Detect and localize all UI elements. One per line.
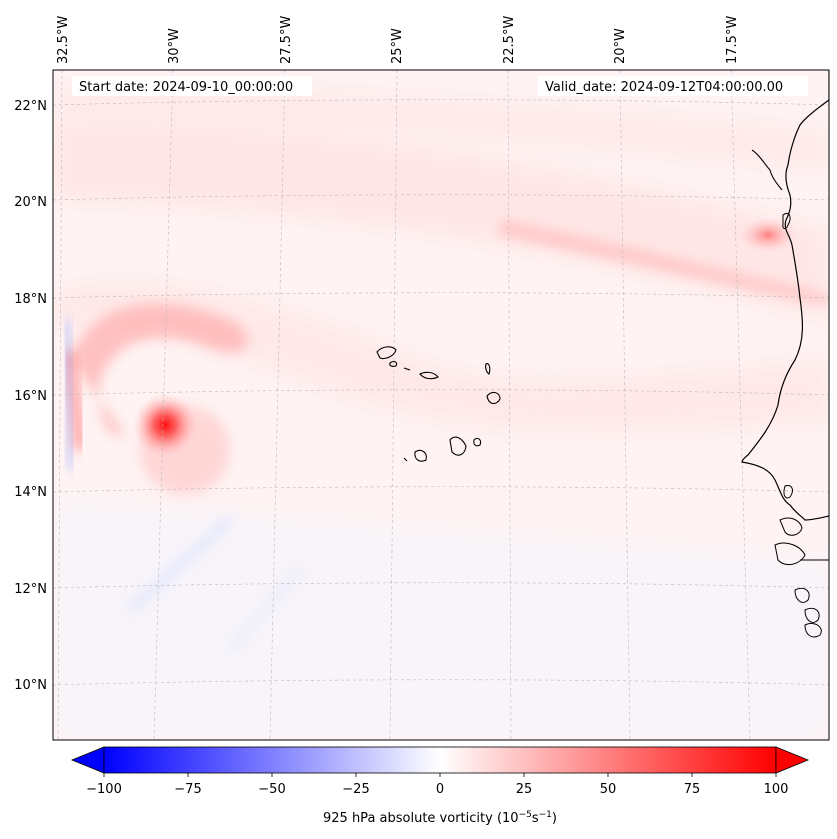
colorbar-tick-labels: −100 −75 −50 −25 0 25 50 75 100: [86, 782, 788, 797]
lat-label-20n: 20°N: [14, 195, 47, 210]
colorbar-gradient: [103, 746, 777, 774]
colorbar: −100 −75 −50 −25 0 25 50 75 100 925 hPa …: [70, 746, 810, 826]
colorbar-max-extend: [775, 746, 810, 774]
cb-tick-label: −75: [174, 782, 201, 797]
latitude-labels: 22°N 20°N 18°N 16°N 14°N 12°N 10°N: [14, 99, 47, 693]
colorbar-label: 925 hPa absolute vorticity (10−5s−1): [323, 810, 557, 826]
lon-label-17-5w: 17.5°W: [725, 16, 740, 64]
cb-tick-label: 50: [600, 782, 617, 797]
map-panel: [52, 69, 830, 741]
cb-tick-label: 100: [764, 782, 789, 797]
lon-label-22-5w: 22.5°W: [502, 16, 517, 64]
map-frame: [52, 69, 830, 741]
cb-tick-label: −25: [342, 782, 369, 797]
lon-label-25w: 25°W: [390, 28, 405, 64]
lat-label-18n: 18°N: [14, 292, 47, 307]
cb-tick-label: −100: [86, 782, 122, 797]
cb-tick-label: −50: [258, 782, 285, 797]
start-date-box: [72, 76, 312, 96]
lat-label-12n: 12°N: [14, 582, 47, 597]
cb-tick-label: 25: [516, 782, 533, 797]
graticule: [53, 70, 829, 740]
lat-label-10n: 10°N: [14, 678, 47, 693]
header-boxes: Start date: 2024-09-10_00:00:00 Valid_da…: [72, 76, 808, 96]
colorbar-min-extend: [70, 746, 105, 774]
lat-label-22n: 22°N: [14, 99, 47, 114]
start-date-text: Start date: 2024-09-10_00:00:00: [79, 80, 293, 95]
lon-label-27-5w: 27.5°W: [279, 16, 294, 64]
africa-coastline: [741, 70, 829, 521]
valid-date-text: Valid_date: 2024-09-12T04:00:00.00: [545, 80, 783, 95]
lon-label-30w: 30°W: [167, 28, 182, 64]
lat-label-14n: 14°N: [14, 485, 47, 500]
lat-label-16n: 16°N: [14, 389, 47, 404]
valid-date-box: [538, 76, 808, 96]
cape-verde-islands: [376, 346, 501, 462]
cb-tick-label: 75: [684, 782, 701, 797]
lon-label-20w: 20°W: [613, 28, 628, 64]
vortex-max: [133, 393, 197, 457]
vorticity-field: [53, 70, 829, 740]
longitude-labels: 32.5°W 30°W 27.5°W 25°W 22.5°W 20°W 17.5…: [56, 16, 740, 64]
cb-tick-label: 0: [436, 782, 444, 797]
lon-label-32-5w: 32.5°W: [56, 16, 71, 64]
colorbar-ticks: [103, 773, 777, 777]
